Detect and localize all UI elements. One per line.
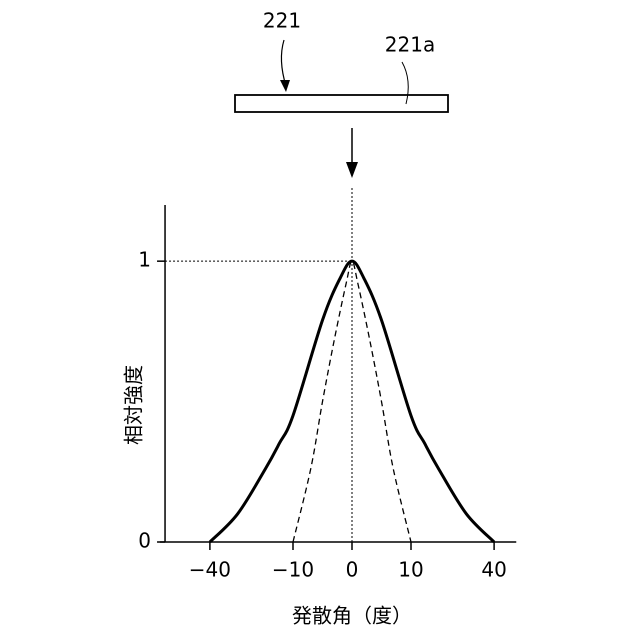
x-tick-label: −40 xyxy=(189,558,231,582)
y-tick-label: 1 xyxy=(138,248,151,272)
y-axis-label: 相対強度 xyxy=(122,365,146,445)
device-label: 221 xyxy=(263,9,301,33)
surface-label: 221a xyxy=(385,33,435,57)
y-tick-label: 0 xyxy=(138,529,151,553)
element xyxy=(235,95,448,112)
arrow-head xyxy=(346,162,358,178)
x-tick-label: −10 xyxy=(272,558,314,582)
x-tick-label: 40 xyxy=(481,558,506,582)
x-tick-label: 0 xyxy=(346,558,359,582)
figure: 221 221a 相対強度 発散角（度） 0 1 −40 −10 0 10 40 xyxy=(0,0,640,640)
x-tick-label: 10 xyxy=(398,558,423,582)
arrow-head xyxy=(280,80,290,92)
leader xyxy=(402,62,408,104)
x-axis-label: 発散角（度） xyxy=(292,604,412,628)
leader xyxy=(281,40,286,86)
